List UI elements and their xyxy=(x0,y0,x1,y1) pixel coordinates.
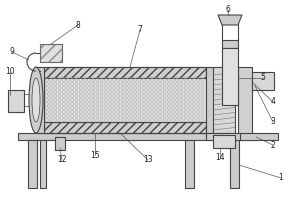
Text: 4: 4 xyxy=(271,98,275,106)
Bar xyxy=(206,133,256,140)
Text: 8: 8 xyxy=(76,21,80,29)
Ellipse shape xyxy=(32,78,40,122)
Ellipse shape xyxy=(29,67,43,133)
Polygon shape xyxy=(218,15,242,25)
Text: 10: 10 xyxy=(5,68,15,76)
Bar xyxy=(213,67,235,133)
Text: 13: 13 xyxy=(143,156,153,164)
Bar xyxy=(252,72,274,90)
Text: 6: 6 xyxy=(226,5,230,15)
Bar xyxy=(230,140,239,188)
Bar xyxy=(40,44,62,62)
Text: 12: 12 xyxy=(57,156,67,164)
Text: 5: 5 xyxy=(261,73,266,82)
Bar xyxy=(44,122,206,133)
Text: 14: 14 xyxy=(215,154,225,162)
Bar xyxy=(238,67,252,133)
Bar xyxy=(40,44,62,62)
Text: 1: 1 xyxy=(279,173,283,182)
Text: 7: 7 xyxy=(138,25,142,34)
Bar xyxy=(40,140,46,188)
Text: 2: 2 xyxy=(271,140,275,150)
Bar xyxy=(185,140,194,188)
Bar xyxy=(240,133,278,140)
Bar xyxy=(44,67,206,78)
Bar xyxy=(28,140,37,188)
Bar xyxy=(44,78,206,122)
Bar xyxy=(213,135,235,148)
Bar xyxy=(206,67,214,133)
Bar xyxy=(222,40,238,48)
Bar xyxy=(55,137,65,150)
Bar xyxy=(8,90,24,112)
Bar xyxy=(222,48,238,105)
Text: 9: 9 xyxy=(10,47,14,56)
Text: 3: 3 xyxy=(271,117,275,127)
Text: 15: 15 xyxy=(90,150,100,160)
Bar xyxy=(36,67,44,133)
Bar xyxy=(18,133,218,140)
